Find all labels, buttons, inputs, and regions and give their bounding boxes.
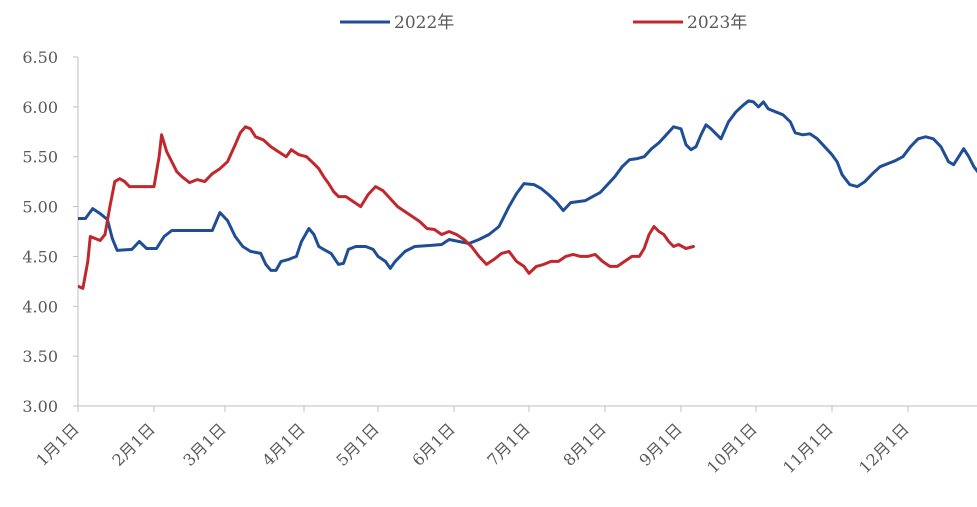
y-tick-label: 4.00 xyxy=(22,297,58,316)
x-tick-label: 12月1日 xyxy=(855,419,913,477)
y-tick-label: 5.00 xyxy=(22,198,58,217)
x-tick-label: 2月1日 xyxy=(108,419,158,469)
series-line-2022 xyxy=(78,99,977,272)
x-tick-label: 7月1日 xyxy=(483,419,533,469)
x-tick-label: 1月1日 xyxy=(32,419,82,469)
x-axis: 1月1日 2月1日 3月1日 4月1日 5月1日 6月1日 7月1日 8月1日 9月1日 10月1… xyxy=(32,405,977,477)
x-tick-label: 9月1日 xyxy=(635,419,685,469)
plot-area xyxy=(78,99,977,290)
x-tick-label: 6月1日 xyxy=(408,419,458,469)
x-tick-label: 4月1日 xyxy=(258,419,308,469)
y-tick-label: 5.50 xyxy=(22,148,58,167)
y-tick-label: 6.50 xyxy=(22,48,58,67)
y-tick-label: 4.50 xyxy=(22,247,58,266)
x-tick-label: 8月1日 xyxy=(559,419,609,469)
y-tick-label: 3.00 xyxy=(22,397,58,416)
x-tick-label: 11月1日 xyxy=(779,419,837,477)
y-axis: 3.00 3.50 4.00 4.50 5.00 5.50 6.00 6.50 xyxy=(22,48,79,416)
x-tick-label: 5月1日 xyxy=(332,419,382,469)
x-tick-label: 3月1日 xyxy=(179,419,229,469)
y-tick-label: 3.50 xyxy=(22,347,58,366)
x-tick-label: 10月1日 xyxy=(703,419,761,477)
legend-label: 2022年 xyxy=(394,13,454,33)
y-tick-label: 6.00 xyxy=(22,98,58,117)
series-line-2023 xyxy=(78,125,695,290)
legend: 2022年 2023年 xyxy=(340,13,747,33)
legend-label: 2023年 xyxy=(687,13,747,33)
